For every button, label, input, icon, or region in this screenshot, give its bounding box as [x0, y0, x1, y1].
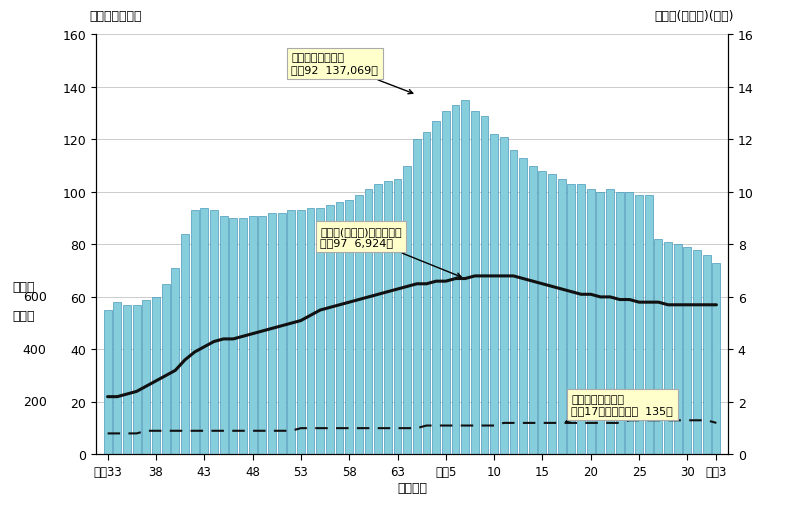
Bar [519, 159, 527, 455]
Bar [645, 195, 653, 454]
Bar [674, 245, 682, 454]
Bar [654, 240, 662, 454]
Bar [249, 216, 257, 454]
Bar [355, 195, 363, 454]
Bar [326, 206, 334, 454]
Bar [471, 111, 478, 454]
Bar [500, 137, 508, 454]
Text: （校）: （校） [12, 310, 34, 323]
Bar [461, 101, 469, 454]
Bar [384, 182, 392, 454]
Bar [142, 300, 150, 454]
Bar [181, 234, 189, 454]
Bar [258, 216, 266, 454]
Bar [230, 219, 237, 454]
Text: 生徒数（千人）: 生徒数（千人） [90, 10, 142, 23]
Bar [577, 185, 585, 454]
Bar [278, 214, 286, 454]
Bar [567, 185, 575, 454]
Bar [635, 195, 643, 454]
Bar [190, 211, 198, 454]
Bar [510, 150, 518, 454]
Bar [403, 166, 411, 454]
Bar [239, 219, 247, 454]
Text: 600: 600 [23, 291, 46, 304]
Bar [335, 203, 343, 454]
Bar [268, 214, 276, 454]
Bar [538, 172, 546, 454]
Bar [171, 269, 179, 454]
Bar [219, 216, 227, 454]
Bar [616, 192, 624, 454]
Bar [104, 311, 111, 454]
Text: 学校数：過去最高
平成17、１８、２１  135校: 学校数：過去最高 平成17、１８、２１ 135校 [566, 394, 673, 423]
Bar [597, 192, 605, 454]
Bar [664, 242, 672, 454]
Text: 教員数(本務者)(千人): 教員数(本務者)(千人) [655, 10, 734, 23]
Bar [702, 256, 710, 454]
Bar [162, 284, 170, 454]
Bar [713, 263, 720, 454]
Text: 400: 400 [23, 343, 46, 356]
Bar [587, 190, 594, 454]
Bar [490, 135, 498, 454]
Text: 生徒数：過去最高
平成92  137,069人: 生徒数：過去最高 平成92 137,069人 [291, 54, 413, 94]
Bar [548, 174, 556, 454]
Bar [123, 305, 131, 454]
Bar [606, 190, 614, 454]
Bar [413, 140, 421, 454]
X-axis label: （年度）: （年度） [397, 481, 427, 493]
Bar [114, 302, 122, 454]
Text: 教員数(本務者)：過去最高
平成97  6,924人: 教員数(本務者)：過去最高 平成97 6,924人 [320, 226, 461, 278]
Bar [558, 179, 566, 454]
Bar [451, 106, 459, 455]
Bar [133, 305, 141, 454]
Bar [481, 117, 489, 454]
Bar [432, 122, 440, 454]
Bar [422, 132, 430, 454]
Bar [529, 166, 537, 454]
Bar [306, 208, 314, 454]
Bar [316, 208, 324, 454]
Bar [210, 211, 218, 454]
Bar [442, 111, 450, 454]
Bar [365, 190, 373, 454]
Bar [626, 192, 634, 454]
Text: 200: 200 [23, 395, 46, 409]
Bar [374, 185, 382, 454]
Bar [297, 211, 305, 454]
Bar [287, 211, 295, 454]
Text: 学校数: 学校数 [12, 280, 34, 293]
Bar [394, 179, 402, 454]
Bar [152, 297, 160, 454]
Bar [683, 247, 691, 454]
Bar [200, 208, 208, 454]
Bar [693, 250, 701, 454]
Bar [346, 200, 353, 454]
